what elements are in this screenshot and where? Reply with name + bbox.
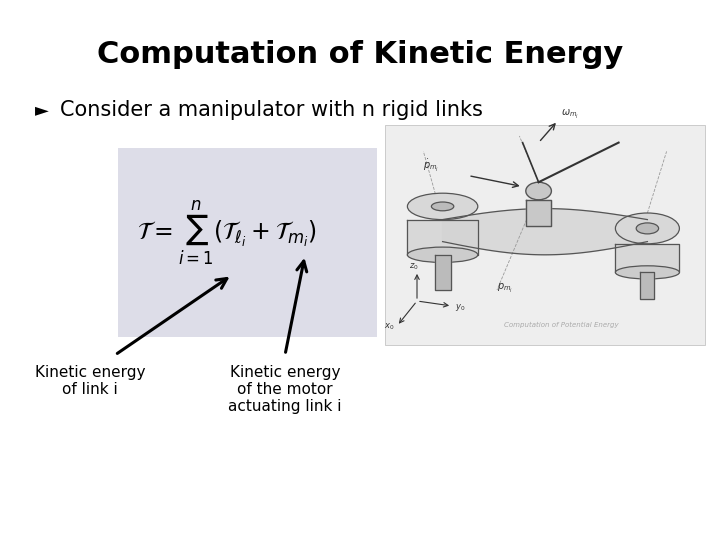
Text: Kinetic energy: Kinetic energy: [230, 365, 341, 380]
Ellipse shape: [616, 213, 680, 244]
Text: $\mathcal{T} = \sum_{i=1}^{n}(\mathcal{T}_{\ell_i} + \mathcal{T}_{m_i})$: $\mathcal{T} = \sum_{i=1}^{n}(\mathcal{T…: [137, 199, 317, 267]
Polygon shape: [408, 220, 478, 255]
Text: of link i: of link i: [62, 382, 118, 397]
Text: $p_{m_i}$: $p_{m_i}$: [497, 282, 513, 295]
Polygon shape: [640, 272, 654, 299]
Ellipse shape: [526, 182, 552, 200]
Ellipse shape: [408, 193, 478, 220]
Text: Computation of Kinetic Energy: Computation of Kinetic Energy: [97, 40, 623, 69]
Text: Kinetic energy: Kinetic energy: [35, 365, 145, 380]
FancyBboxPatch shape: [118, 148, 377, 337]
Polygon shape: [526, 200, 552, 226]
Text: actuating link i: actuating link i: [228, 399, 342, 414]
Ellipse shape: [408, 247, 478, 262]
Text: Consider a manipulator with n rigid links: Consider a manipulator with n rigid link…: [60, 100, 483, 120]
Text: $y_0$: $y_0$: [455, 302, 465, 313]
Polygon shape: [443, 208, 647, 255]
Ellipse shape: [636, 223, 659, 234]
Text: $\omega_{m_i}$: $\omega_{m_i}$: [561, 107, 579, 120]
Text: Computation of Potential Energy: Computation of Potential Energy: [504, 322, 618, 328]
Polygon shape: [616, 244, 680, 272]
Ellipse shape: [431, 202, 454, 211]
Text: $x_0$: $x_0$: [384, 322, 394, 333]
Ellipse shape: [616, 266, 680, 279]
FancyBboxPatch shape: [385, 125, 705, 345]
Text: $z_0$: $z_0$: [409, 261, 419, 272]
Polygon shape: [435, 255, 451, 290]
Text: ►: ►: [35, 101, 49, 119]
Text: $\dot{p}_{m_i}$: $\dot{p}_{m_i}$: [423, 158, 440, 174]
Text: of the motor: of the motor: [237, 382, 333, 397]
